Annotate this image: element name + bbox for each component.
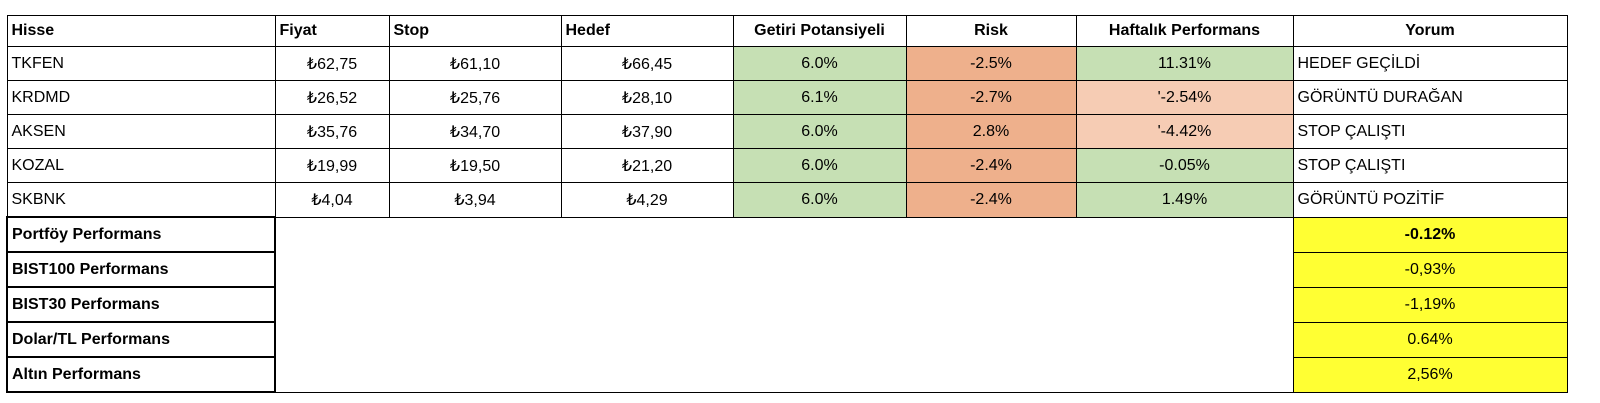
table-cell: 6.0% xyxy=(732,114,907,149)
table-cell: ₺4,29 xyxy=(560,182,734,218)
table-cell: GÖRÜNTÜ DURAĞAN xyxy=(1292,80,1568,115)
summary-value: -1,19% xyxy=(1292,286,1568,323)
table-cell: ₺66,45 xyxy=(560,46,734,81)
summary-value: -0,93% xyxy=(1292,251,1568,288)
table-cell: KRDMD xyxy=(6,80,276,115)
table-cell: ₺34,70 xyxy=(388,114,562,149)
summary-label: BIST30 Performans xyxy=(6,286,276,323)
summary-label: Altın Performans xyxy=(6,356,276,393)
header-cell: Getiri Potansiyeli xyxy=(732,15,907,47)
data-row: TKFEN ₺62,75 ₺61,10 ₺66,45 6.0% -2.5% 11.31% HE… xyxy=(6,46,1568,81)
table-cell: 1.49% xyxy=(1075,182,1294,218)
summary-row: Altın Performans 2,56% xyxy=(6,356,1568,393)
table-cell: ₺28,10 xyxy=(560,80,734,115)
table-cell: AKSEN xyxy=(6,114,276,149)
data-row: KRDMD ₺26,52 ₺25,76 ₺28,10 6.1% -2.7% '-2.54% G… xyxy=(6,80,1568,115)
table-cell: KOZAL xyxy=(6,148,276,183)
table-cell: -2.7% xyxy=(905,80,1077,115)
summary-row: BIST100 Performans -0,93% xyxy=(6,251,1568,288)
table-cell: ₺62,75 xyxy=(274,46,390,81)
table-cell: 2.8% xyxy=(905,114,1077,149)
data-row: SKBNK ₺4,04 ₺3,94 ₺4,29 6.0% -2.4% 1.49% GÖRÜNT… xyxy=(6,182,1568,218)
blank-area xyxy=(274,216,1294,393)
header-cell: Hedef xyxy=(560,15,734,47)
header-cell: Haftalık Performans xyxy=(1075,15,1294,47)
summary-label: Dolar/TL Performans xyxy=(6,321,276,358)
header-row: Hisse Fiyat Stop Hedef Getiri Potansiyeli Ris… xyxy=(6,15,1568,47)
table-cell: '-2.54% xyxy=(1075,80,1294,115)
table-cell: ₺37,90 xyxy=(560,114,734,149)
header-cell: Stop xyxy=(388,15,562,47)
table-cell: STOP ÇALIŞTI xyxy=(1292,148,1568,183)
table-cell: ₺3,94 xyxy=(388,182,562,218)
table-cell: GÖRÜNTÜ POZİTİF xyxy=(1292,182,1568,218)
summary-label: Portföy Performans xyxy=(6,216,276,253)
table-cell: 6.1% xyxy=(732,80,907,115)
header-cell: Risk xyxy=(905,15,1077,47)
table-cell: 11.31% xyxy=(1075,46,1294,81)
table-cell: ₺4,04 xyxy=(274,182,390,218)
table-cell: ₺61,10 xyxy=(388,46,562,81)
performance-table: Hisse Fiyat Stop Hedef Getiri Potansiyeli Ris… xyxy=(6,15,1568,393)
table-cell: HEDEF GEÇİLDİ xyxy=(1292,46,1568,81)
table-cell: -0.05% xyxy=(1075,148,1294,183)
table-cell: 6.0% xyxy=(732,148,907,183)
header-cell: Yorum xyxy=(1292,15,1568,47)
data-row: AKSEN ₺35,76 ₺34,70 ₺37,90 6.0% 2.8% '-4.42% ST… xyxy=(6,114,1568,149)
table-body: Hisse Fiyat Stop Hedef Getiri Potansiyeli Ris… xyxy=(6,15,1568,393)
table-cell: ₺26,52 xyxy=(274,80,390,115)
summary-value: 0.64% xyxy=(1292,321,1568,358)
header-cell: Hisse xyxy=(6,15,276,47)
header-cell: Fiyat xyxy=(274,15,390,47)
table-cell: '-4.42% xyxy=(1075,114,1294,149)
table-cell: ₺19,99 xyxy=(274,148,390,183)
summary-label: BIST100 Performans xyxy=(6,251,276,288)
summary-value: 2,56% xyxy=(1292,356,1568,393)
table-cell: ₺21,20 xyxy=(560,148,734,183)
table-cell: -2.4% xyxy=(905,148,1077,183)
summary-row: Dolar/TL Performans 0.64% xyxy=(6,321,1568,358)
table-cell: 6.0% xyxy=(732,182,907,218)
table-cell: 6.0% xyxy=(732,46,907,81)
summary-row: Portföy Performans -0.12% xyxy=(6,216,1568,393)
table-cell: SKBNK xyxy=(6,182,276,218)
table-cell: -2.4% xyxy=(905,182,1077,218)
table-cell: ₺35,76 xyxy=(274,114,390,149)
summary-value: -0.12% xyxy=(1292,216,1568,253)
summary-row: BIST30 Performans -1,19% xyxy=(6,286,1568,323)
table-cell: -2.5% xyxy=(905,46,1077,81)
data-row: KOZAL ₺19,99 ₺19,50 ₺21,20 6.0% -2.4% -0.05% ST… xyxy=(6,148,1568,183)
table-cell: TKFEN xyxy=(6,46,276,81)
table-cell: ₺19,50 xyxy=(388,148,562,183)
table-cell: ₺25,76 xyxy=(388,80,562,115)
table-cell: STOP ÇALIŞTI xyxy=(1292,114,1568,149)
